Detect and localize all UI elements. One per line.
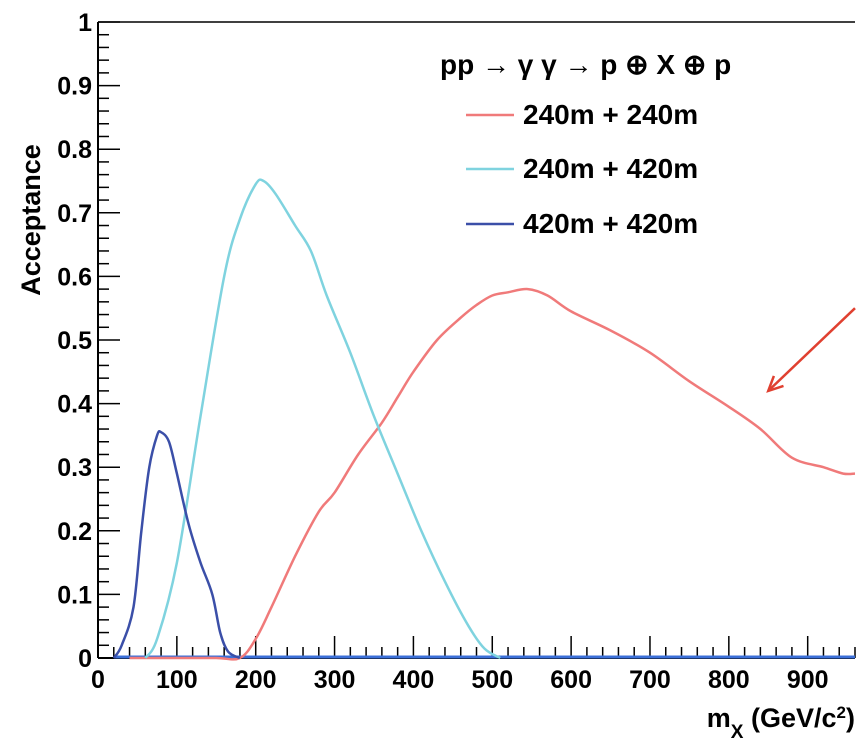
x-tick-label: 900	[787, 666, 829, 694]
series-lines	[112, 178, 856, 661]
x-tick-label: 500	[471, 666, 513, 694]
x-tick-label: 700	[629, 666, 671, 694]
x-tick-label: 0	[91, 666, 105, 694]
legend-entry-label: 240m + 420m	[523, 153, 698, 184]
annotation-arrow-head	[766, 375, 784, 393]
series-line-420m-420m	[112, 429, 241, 660]
legend-header: pp → γ γ → p ⊕ X ⊕ p	[440, 49, 731, 80]
y-tick-label: 0.3	[57, 454, 92, 482]
x-axis-title: mX (GeV/c2)	[707, 703, 855, 739]
x-axis-title-subscript: X	[731, 722, 744, 739]
x-axis-title-superscript: 2	[837, 703, 846, 722]
annotations	[766, 307, 856, 393]
x-axis-title-units-close: )	[846, 703, 855, 733]
x-axis-title-main: m	[707, 703, 731, 733]
x-tick-label: 800	[708, 666, 750, 694]
y-tick-label: 0.1	[57, 581, 92, 609]
legend: pp → γ γ → p ⊕ X ⊕ p 240m + 240m 240m + 42…	[440, 49, 731, 239]
legend-entry-label: 240m + 240m	[523, 99, 698, 130]
series-line-240m-240m	[129, 287, 856, 661]
y-tick-label: 0.8	[57, 136, 92, 164]
x-tick-label: 600	[550, 666, 592, 694]
y-tick-label: 0	[78, 645, 92, 673]
x-tick-label: 200	[235, 666, 277, 694]
x-tick-label: 400	[393, 666, 435, 694]
x-tick-label: 300	[314, 666, 356, 694]
x-axis-title-units: (GeV/c	[743, 703, 836, 733]
series-line-240m-420m	[144, 178, 501, 660]
legend-entry-label: 420m + 420m	[523, 208, 698, 239]
y-tick-label: 0.7	[57, 200, 92, 228]
annotation-arrow-shaft	[767, 307, 856, 392]
y-tick-label: 0.5	[57, 327, 92, 355]
y-axis-title: Acceptance	[16, 144, 46, 296]
y-tick-label: 0.9	[57, 73, 92, 101]
x-tick-label: 100	[156, 666, 198, 694]
y-tick-label: 0.4	[57, 391, 92, 419]
y-tick-label: 0.2	[57, 518, 92, 546]
y-tick-label: 1	[78, 9, 92, 37]
axes: 0 0.1 0.2 0.3 0.4 0.5 0.6 0.7 0.8 0.9 1 0 100 200 300 4…	[16, 9, 856, 739]
y-tick-label: 0.6	[57, 263, 92, 291]
